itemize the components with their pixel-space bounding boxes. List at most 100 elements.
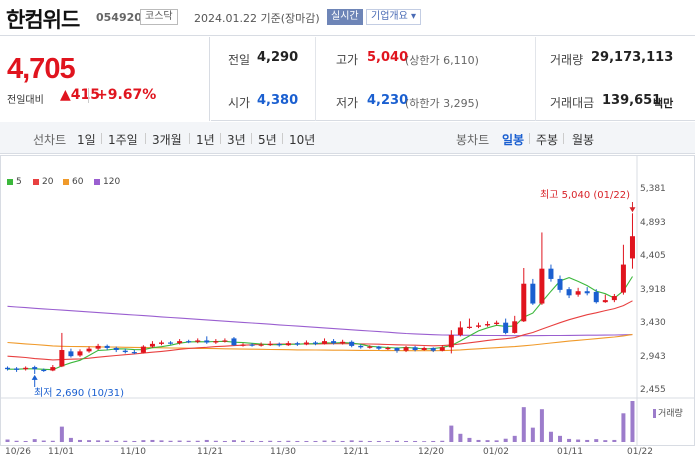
volume-bar	[539, 409, 544, 442]
tab-period-1d[interactable]: 1일	[77, 133, 96, 147]
legend-swatch	[63, 178, 69, 185]
volume-bar	[14, 440, 19, 442]
amount-label: 거래대금	[550, 96, 595, 110]
candle-body	[41, 369, 47, 372]
candle-body	[249, 344, 255, 346]
candle-body	[412, 347, 418, 351]
x-tick-label: 01/02	[483, 447, 509, 457]
volume-bar	[177, 440, 182, 442]
divider	[145, 133, 146, 144]
candle-body	[159, 342, 164, 344]
candle-body	[629, 236, 635, 259]
divider	[315, 37, 316, 121]
tab-candle-daily[interactable]: 일봉	[502, 133, 525, 147]
candlestick-chart	[0, 155, 695, 446]
moving-average-ma120	[7, 305, 633, 337]
volume-bar	[358, 440, 363, 442]
volume-bar	[413, 440, 418, 442]
candle-body	[403, 347, 409, 351]
tab-period-3y[interactable]: 3년	[227, 133, 246, 147]
candle-body	[122, 350, 128, 353]
candle-body	[267, 343, 273, 346]
candle-body	[14, 368, 20, 370]
high-value: 5,040	[367, 50, 409, 65]
volume-bar	[576, 439, 581, 442]
candle-body	[476, 325, 481, 327]
volume-bar	[41, 440, 46, 442]
volume-bar	[394, 440, 399, 442]
volume-bar	[68, 437, 73, 442]
candle-body	[322, 341, 328, 344]
volume-bar	[567, 438, 572, 442]
volume-bar	[96, 440, 101, 442]
candle-body	[77, 351, 83, 356]
candle-body	[340, 341, 346, 344]
candle-body	[86, 348, 92, 352]
volume-bar	[485, 440, 490, 442]
candle-body	[394, 347, 400, 351]
volume-bar	[23, 440, 28, 442]
x-tick-label: 11/10	[120, 447, 146, 457]
moving-average-ma20	[7, 300, 633, 361]
high-label: 고가	[336, 53, 359, 67]
x-tick-label: 11/21	[197, 447, 223, 457]
realtime-button[interactable]: 실시간	[327, 9, 363, 25]
tab-period-3m[interactable]: 3개월	[152, 133, 182, 147]
upper-limit: (상한가 6,110)	[405, 54, 479, 67]
divider	[535, 37, 536, 121]
candle-body	[276, 343, 282, 346]
divider	[251, 133, 252, 144]
candle-body	[294, 343, 300, 345]
tab-candle-monthly[interactable]: 월봉	[572, 133, 595, 147]
tab-candle-weekly[interactable]: 주봉	[536, 133, 559, 147]
volume-bar	[250, 440, 255, 442]
volume-bar	[449, 425, 454, 442]
candle-body	[258, 344, 264, 346]
volume-bar	[87, 440, 92, 442]
candle-body	[602, 300, 608, 303]
tab-period-5y[interactable]: 5년	[258, 133, 277, 147]
candle-body	[32, 367, 38, 370]
volume-bar	[612, 439, 617, 442]
candle-body	[367, 346, 373, 348]
candle-body	[421, 347, 427, 351]
stats-panel: 전일 4,290 고가 5,040 (상한가 6,110) 거래량 29,173…	[211, 37, 695, 121]
candle-body	[59, 350, 65, 367]
company-overview-dropdown[interactable]: 기업개요 ▾	[366, 9, 421, 25]
volume-bar	[59, 426, 64, 442]
candle-body	[358, 345, 364, 348]
divider	[88, 88, 89, 103]
diff-percent: +9.67%	[96, 87, 157, 103]
tab-period-10y[interactable]: 10년	[289, 133, 316, 147]
current-price: 4,705	[7, 53, 76, 85]
moving-average-ma60	[7, 333, 633, 352]
legend-swatch	[7, 178, 13, 185]
candle-body	[448, 334, 454, 348]
candle-body	[494, 322, 500, 325]
tab-period-1y[interactable]: 1년	[196, 133, 215, 147]
candle-body	[584, 291, 590, 294]
diff-value: ▲415	[60, 87, 100, 103]
volume-bar	[558, 435, 563, 442]
volume-bar	[521, 407, 526, 442]
open-value: 4,380	[257, 93, 299, 108]
current-price-box: 4,705 전일대비 ▲415 +9.67%	[0, 37, 210, 121]
open-label: 시가	[228, 96, 251, 110]
candle-body	[140, 346, 146, 353]
volume-bar	[367, 440, 372, 442]
volume-bar	[5, 439, 10, 442]
candle-body	[385, 347, 391, 350]
candle-body	[186, 341, 192, 343]
legend-ma60: 60	[63, 177, 83, 187]
y-tick-label: 5,381	[640, 184, 666, 194]
high-annotation: 최고 5,040 (01/22)	[540, 190, 631, 201]
candle-body	[466, 326, 472, 328]
stock-name: 한컴위드	[6, 8, 80, 32]
tab-period-1w[interactable]: 1주일	[108, 133, 138, 147]
market-badge: 코스닥	[140, 9, 178, 25]
candle-body	[168, 342, 174, 344]
volume-bar	[440, 440, 445, 442]
y-tick-label: 3,430	[640, 318, 666, 328]
volume-bar	[422, 441, 427, 442]
stock-code: 054920	[96, 11, 142, 24]
